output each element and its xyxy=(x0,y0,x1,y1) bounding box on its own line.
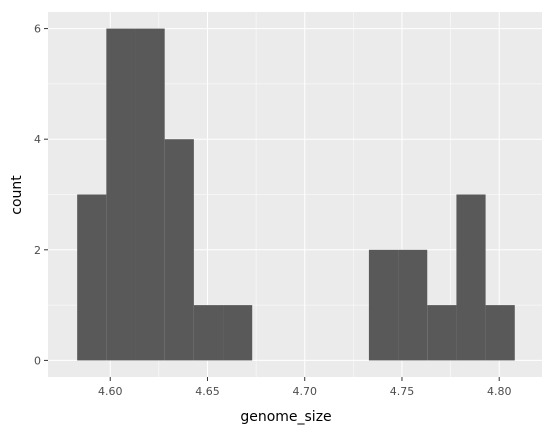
y-axis-title: count xyxy=(9,175,25,215)
x-tick-label: 4.70 xyxy=(292,385,317,398)
x-tick-label: 4.80 xyxy=(487,385,512,398)
y-tick-label: 4 xyxy=(34,133,41,146)
histogram-bar xyxy=(164,139,194,361)
x-tick-label: 4.60 xyxy=(98,385,123,398)
x-tick-label: 4.75 xyxy=(390,385,415,398)
histogram-bar xyxy=(398,249,428,361)
histogram-bar xyxy=(135,28,165,361)
histogram-bar xyxy=(193,305,224,361)
y-axis: 0 2 4 6 xyxy=(34,23,48,367)
histogram-bars xyxy=(77,28,515,361)
histogram-bar xyxy=(77,194,107,361)
histogram-bar xyxy=(223,305,253,361)
x-axis: 4.60 4.65 4.70 4.75 4.80 xyxy=(98,377,511,398)
y-tick-label: 0 xyxy=(34,354,41,367)
histogram-bar xyxy=(368,249,399,361)
histogram-bar xyxy=(456,194,486,361)
histogram-bar xyxy=(106,28,136,361)
y-tick-label: 2 xyxy=(34,244,41,257)
histogram-bar xyxy=(485,305,515,361)
x-tick-label: 4.65 xyxy=(195,385,220,398)
histogram-bar xyxy=(427,305,457,361)
y-tick-label: 6 xyxy=(34,23,41,36)
x-axis-title: genome_size xyxy=(240,409,331,425)
